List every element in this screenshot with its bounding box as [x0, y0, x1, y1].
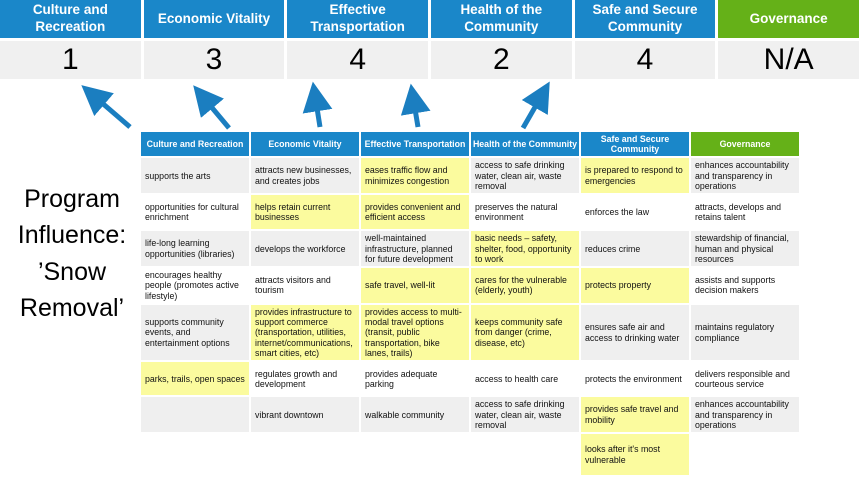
matrix-cell: opportunities for cultural enrichment — [141, 195, 249, 230]
matrix-cell: ensures safe air and access to drinking … — [581, 304, 689, 361]
up-arrow-icon — [400, 83, 431, 128]
matrix-header-economic-vitality: Economic Vitality — [251, 132, 359, 157]
summary-header-economic-vitality: Economic Vitality — [143, 0, 285, 38]
matrix-cell: reduces crime — [581, 231, 689, 267]
matrix-cell: cares for the vulnerable (elderly, youth… — [471, 268, 579, 303]
table-row: supports the arts attracts new businesse… — [141, 158, 799, 194]
matrix-cell: helps retain current businesses — [251, 195, 359, 230]
up-arrow-icon — [520, 81, 550, 130]
program-influence-label: Program Influence: ’Snow Removal’ — [17, 185, 127, 322]
matrix-cell: basic needs – safety, shelter, food, opp… — [471, 231, 579, 267]
matrix-cell — [691, 434, 799, 476]
summary-score-effective-transportation: 4 — [287, 41, 428, 79]
summary-score-economic-vitality: 3 — [143, 41, 285, 79]
matrix-header-effective-transportation: Effective Transportation — [361, 132, 469, 157]
matrix-cell: encourages healthy people (promotes acti… — [141, 268, 249, 303]
matrix-cell: enforces the law — [581, 195, 689, 230]
matrix-cell: attracts new businesses, and creates job… — [251, 158, 359, 194]
table-row: looks after it's most vulnerable — [141, 434, 799, 476]
matrix-cell: stewardship of financial, human and phys… — [691, 231, 799, 267]
matrix-cell — [361, 434, 469, 476]
matrix-cell: preserves the natural environment — [471, 195, 579, 230]
matrix-cell: supports the arts — [141, 158, 249, 194]
matrix-cell: protects the environment — [581, 362, 689, 396]
matrix-cell: keeps community safe from danger (crime,… — [471, 304, 579, 361]
matrix-cell: enhances accountability and transparency… — [691, 158, 799, 194]
matrix-cell: provides safe travel and mobility — [581, 397, 689, 433]
matrix-cell: attracts, develops and retains talent — [691, 195, 799, 230]
matrix-cell: attracts visitors and tourism — [251, 268, 359, 303]
summary-header-health-of-the-community: Health of the Community — [431, 0, 572, 38]
matrix-cell: regulates growth and development — [251, 362, 359, 396]
up-arrow-icon — [81, 85, 132, 129]
summary-header-safe-and-secure-community: Safe and Secure Community — [574, 0, 716, 38]
table-row: parks, trails, open spaces regulates gro… — [141, 362, 799, 396]
matrix-cell: provides adequate parking — [361, 362, 469, 396]
table-row: encourages healthy people (promotes acti… — [141, 268, 799, 303]
summary-score-culture-and-recreation: 1 — [0, 41, 141, 79]
matrix-cell: enhances accountability and transparency… — [691, 397, 799, 433]
matrix-cell: safe travel, well-lit — [361, 268, 469, 303]
matrix-cell: delivers responsible and courteous servi… — [691, 362, 799, 396]
matrix-cell — [141, 397, 249, 433]
table-row: vibrant downtown walkable community acce… — [141, 397, 799, 433]
up-arrow-icon — [193, 85, 231, 130]
matrix-cell: maintains regulatory compliance — [691, 304, 799, 361]
up-arrow-icon — [302, 81, 333, 128]
summary-header-governance: Governance — [718, 0, 859, 38]
matrix-header-health-of-the-community: Health of the Community — [471, 132, 579, 157]
matrix-cell — [141, 434, 249, 476]
matrix-cell: looks after it's most vulnerable — [581, 434, 689, 476]
matrix-cell: eases traffic flow and minimizes congest… — [361, 158, 469, 194]
summary-score-governance: N/A — [718, 41, 859, 79]
summary-score-safe-and-secure-community: 4 — [574, 41, 716, 79]
matrix-cell: protects property — [581, 268, 689, 303]
matrix-cell: provides infrastructure to support comme… — [251, 304, 359, 361]
table-row: life-long learning opportunities (librar… — [141, 231, 799, 267]
matrix-cell: vibrant downtown — [251, 397, 359, 433]
influence-matrix: Culture and Recreation Economic Vitality… — [139, 130, 801, 477]
summary-score-health-of-the-community: 2 — [431, 41, 572, 79]
matrix-cell: assists and supports decision makers — [691, 268, 799, 303]
table-row: supports community events, and entertain… — [141, 304, 799, 361]
matrix-cell: develops the workforce — [251, 231, 359, 267]
matrix-cell: access to health care — [471, 362, 579, 396]
matrix-header-culture-and-recreation: Culture and Recreation — [141, 132, 249, 157]
table-row: opportunities for cultural enrichment he… — [141, 195, 799, 230]
matrix-cell: access to safe drinking water, clean air… — [471, 158, 579, 194]
summary-header-effective-transportation: Effective Transportation — [287, 0, 428, 38]
matrix-cell: access to safe drinking water, clean air… — [471, 397, 579, 433]
matrix-cell — [471, 434, 579, 476]
matrix-cell: walkable community — [361, 397, 469, 433]
matrix-header-governance: Governance — [691, 132, 799, 157]
arrows-layer — [81, 81, 550, 130]
matrix-header-row: Culture and Recreation Economic Vitality… — [141, 132, 799, 157]
matrix-cell: well-maintained infrastructure, planned … — [361, 231, 469, 267]
matrix-cell: provides convenient and efficient access — [361, 195, 469, 230]
matrix-cell: is prepared to respond to emergencies — [581, 158, 689, 194]
matrix-cell: parks, trails, open spaces — [141, 362, 249, 396]
matrix-cell: life-long learning opportunities (librar… — [141, 231, 249, 267]
matrix-header-safe-and-secure-community: Safe and Secure Community — [581, 132, 689, 157]
matrix-cell: provides access to multi-modal travel op… — [361, 304, 469, 361]
matrix-cell: supports community events, and entertain… — [141, 304, 249, 361]
summary-header-culture-and-recreation: Culture and Recreation — [0, 0, 141, 38]
matrix-cell — [251, 434, 359, 476]
summary-score-table: Culture and Recreation Economic Vitality… — [0, 0, 859, 79]
